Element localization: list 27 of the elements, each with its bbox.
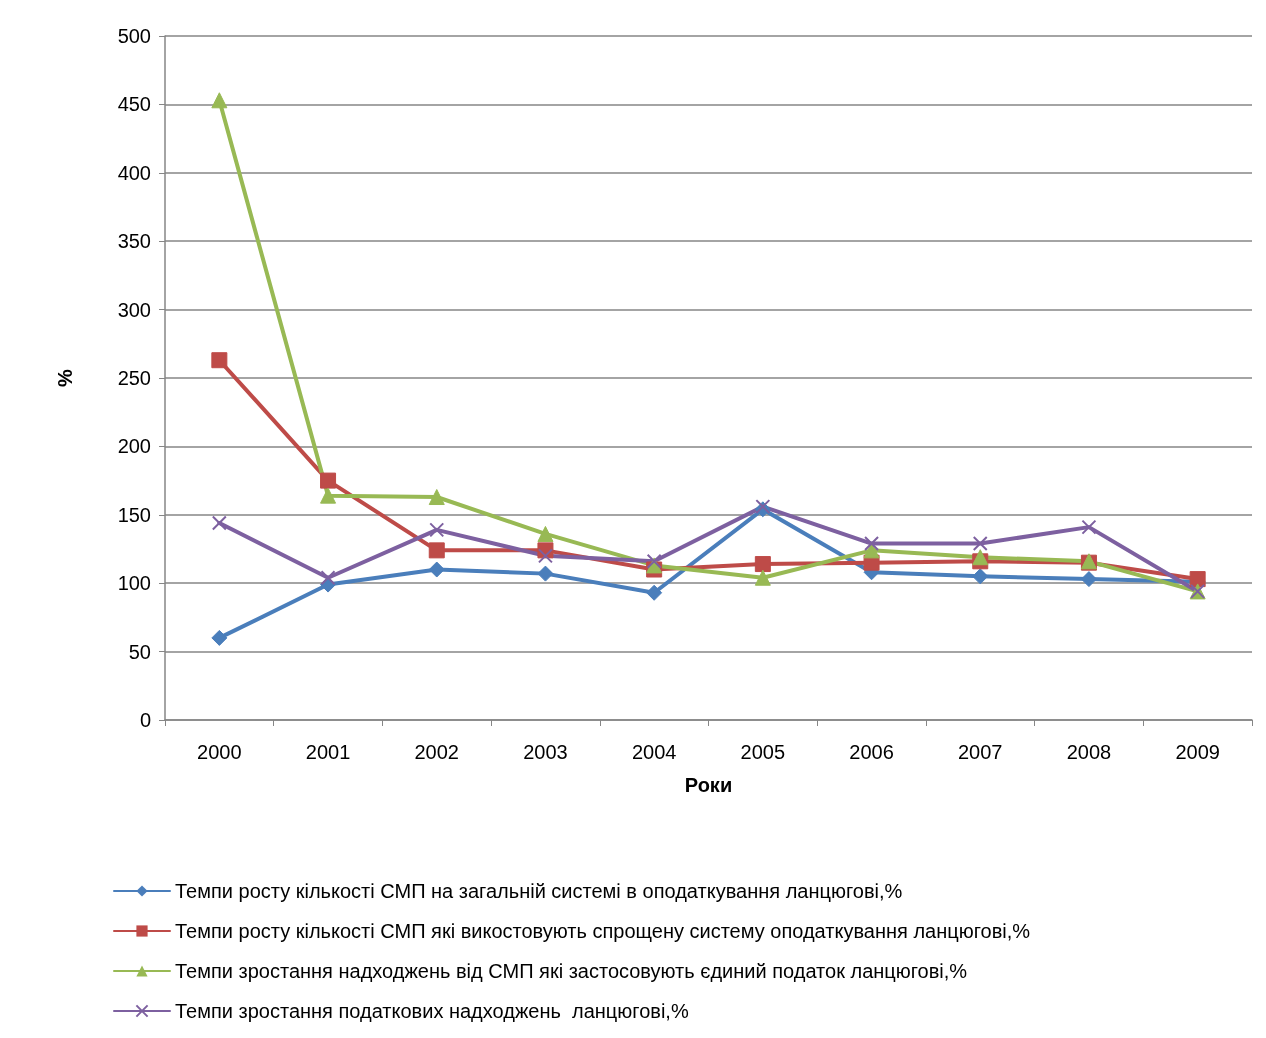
x-tick-label: 2004 xyxy=(631,741,677,763)
y-tick-label: 50 xyxy=(128,640,151,663)
x-tick-label: 2001 xyxy=(305,741,351,763)
y-tick-label: 100 xyxy=(117,572,151,595)
x-tick-label: 2006 xyxy=(849,741,894,763)
x-tick-label: 2003 xyxy=(523,741,568,763)
x-tick-label: 2007 xyxy=(958,741,1003,763)
x-tick-label: 2009 xyxy=(1175,741,1220,763)
x-tick-label: 2008 xyxy=(1066,741,1112,763)
legend-label: Темпи росту кількості СМП які викостовують спрощену систему оподаткування ланцюгові,% xyxy=(175,920,1031,942)
x-tick-label: 2002 xyxy=(414,741,459,763)
y-tick-label: 450 xyxy=(117,93,151,116)
legend-label: Темпи зростання надходжень від СМП які застосовують єдиний податок ланцюгові,% xyxy=(175,960,968,982)
y-tick-label: 400 xyxy=(117,161,151,184)
y-tick-label: 300 xyxy=(117,298,151,321)
legend-label: Темпи росту кількості СМП на загальній системі в оподаткування ланцюгові,% xyxy=(175,880,903,902)
y-tick-label: 350 xyxy=(117,230,151,253)
y-tick-label: 150 xyxy=(117,503,151,526)
y-axis-title: % xyxy=(54,368,76,387)
y-tick-label: 0 xyxy=(139,709,151,731)
y-tick-label: 250 xyxy=(117,367,151,389)
x-tick-label: 2000 xyxy=(197,741,242,763)
y-tick-label: 200 xyxy=(117,435,151,458)
y-tick-label: 500 xyxy=(117,25,151,47)
x-tick-label: 2005 xyxy=(740,741,786,763)
x-axis-title: Роки xyxy=(684,774,733,796)
legend-label: Темпи зростання податкових надходжень ланцюгові,% xyxy=(175,1000,689,1022)
